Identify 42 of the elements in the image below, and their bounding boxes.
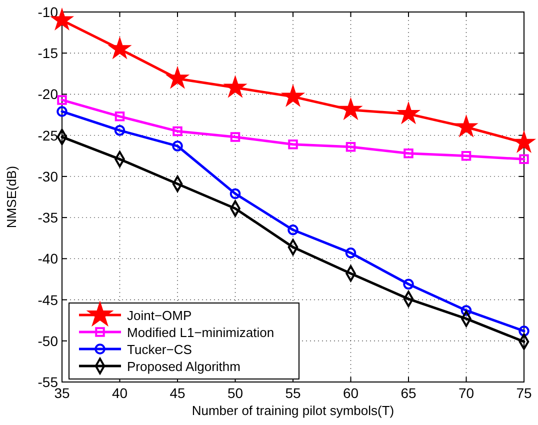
legend-label: Tucker−CS — [127, 342, 192, 357]
x-tick-label: 75 — [516, 385, 532, 401]
point — [57, 95, 67, 105]
point — [172, 126, 182, 136]
x-tick-label: 65 — [400, 385, 416, 401]
y-tick-label: -25 — [38, 127, 58, 144]
y-tick-label: -50 — [38, 332, 58, 349]
y-tick-label: -40 — [38, 250, 58, 267]
y-tick-label: -20 — [38, 86, 58, 102]
x-tick-label: 55 — [285, 385, 301, 401]
x-tick-label: 50 — [227, 385, 244, 401]
point — [518, 326, 530, 336]
point — [346, 142, 356, 152]
point — [230, 188, 241, 200]
point — [288, 140, 298, 150]
y-tick-label: -35 — [38, 210, 58, 226]
point — [230, 132, 240, 142]
point — [56, 106, 68, 117]
y-tick-label: -10 — [38, 4, 58, 20]
point — [114, 112, 125, 122]
point — [114, 125, 126, 136]
point — [461, 151, 472, 161]
point — [460, 305, 472, 316]
x-axis-title: Number of training pilot symbols(T) — [192, 403, 394, 418]
y-axis-title: NMSE(dB) — [4, 166, 19, 228]
x-tick-label: 60 — [342, 385, 359, 401]
y-tick-label: -30 — [38, 168, 58, 184]
x-tick-label: 40 — [112, 385, 128, 401]
point — [288, 224, 298, 236]
legend-label: Proposed Algorithm — [127, 359, 240, 374]
point — [345, 248, 356, 258]
y-tick-label: -45 — [38, 292, 58, 308]
legend-label: Joint−OMP — [127, 308, 192, 323]
y-tick-label: -15 — [38, 45, 58, 62]
point — [172, 140, 183, 152]
x-tick-label: 45 — [170, 385, 186, 401]
point — [340, 99, 361, 118]
point — [404, 148, 414, 158]
x-tick-label: 70 — [458, 385, 474, 401]
point — [519, 154, 529, 164]
legend-label: Modified L1−minimization — [127, 325, 274, 340]
point — [403, 278, 414, 290]
